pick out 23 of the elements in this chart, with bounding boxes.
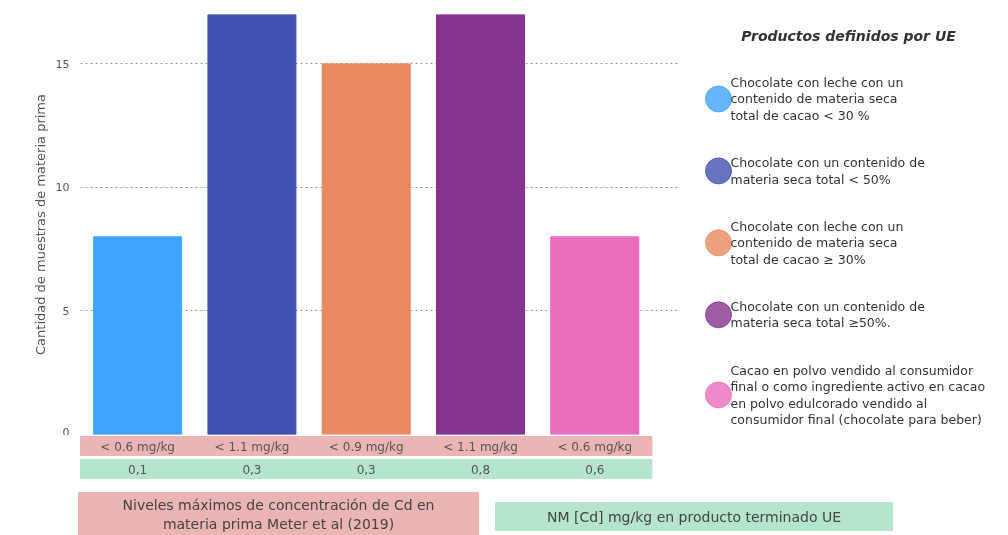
y-tick-label: 10 xyxy=(55,181,70,195)
legend-label: Chocolate con leche con un contenido de materia seca total de cacao ≥ 30% xyxy=(730,218,904,267)
x-tick-label: < 1.1 mg/kg xyxy=(214,439,290,454)
text: 0,3 xyxy=(242,463,262,477)
legend-title: Productos definidos por UE xyxy=(741,27,957,44)
text: Niveles máximos de concentración de Cd en materia prima Meter et al (2019) xyxy=(122,496,435,532)
text: 0,8 xyxy=(470,463,491,477)
legend-label: Cacao en polvo vendido al consumidor final o como ingrediente activo en cacao en polvo edulcorado vendido al consumidor final (chocolate para beber) xyxy=(730,362,986,428)
x-tick-label: < 0.6 mg/kg xyxy=(557,439,633,454)
text: NM [Cd] mg/kg en producto terminado UE xyxy=(546,508,842,525)
y-axis-title: Cantidad de muestras de materia prima xyxy=(32,94,48,355)
text: 0,6 xyxy=(585,463,605,477)
legend-label: Chocolate con leche con un contenido de materia seca total de cacao < 30 % xyxy=(730,75,904,123)
x-tick-label: < 0.6 mg/kg xyxy=(100,439,175,454)
x-tick-label: < 0.9 mg/kg xyxy=(328,439,404,454)
y-tick-label: 5 xyxy=(62,304,70,318)
legend-label: Chocolate con un contenido de materia seca total < 50% xyxy=(730,155,926,187)
x-tick-label: < 1.1 mg/kg xyxy=(443,439,518,454)
text: 0,3 xyxy=(356,463,376,477)
y-tick-label: 0 xyxy=(62,425,70,439)
y-tick-label: 15 xyxy=(55,57,70,71)
legend-label: Chocolate con un contenido de materia seca total ≥50%. xyxy=(730,299,926,331)
text: 0,1 xyxy=(128,463,148,477)
